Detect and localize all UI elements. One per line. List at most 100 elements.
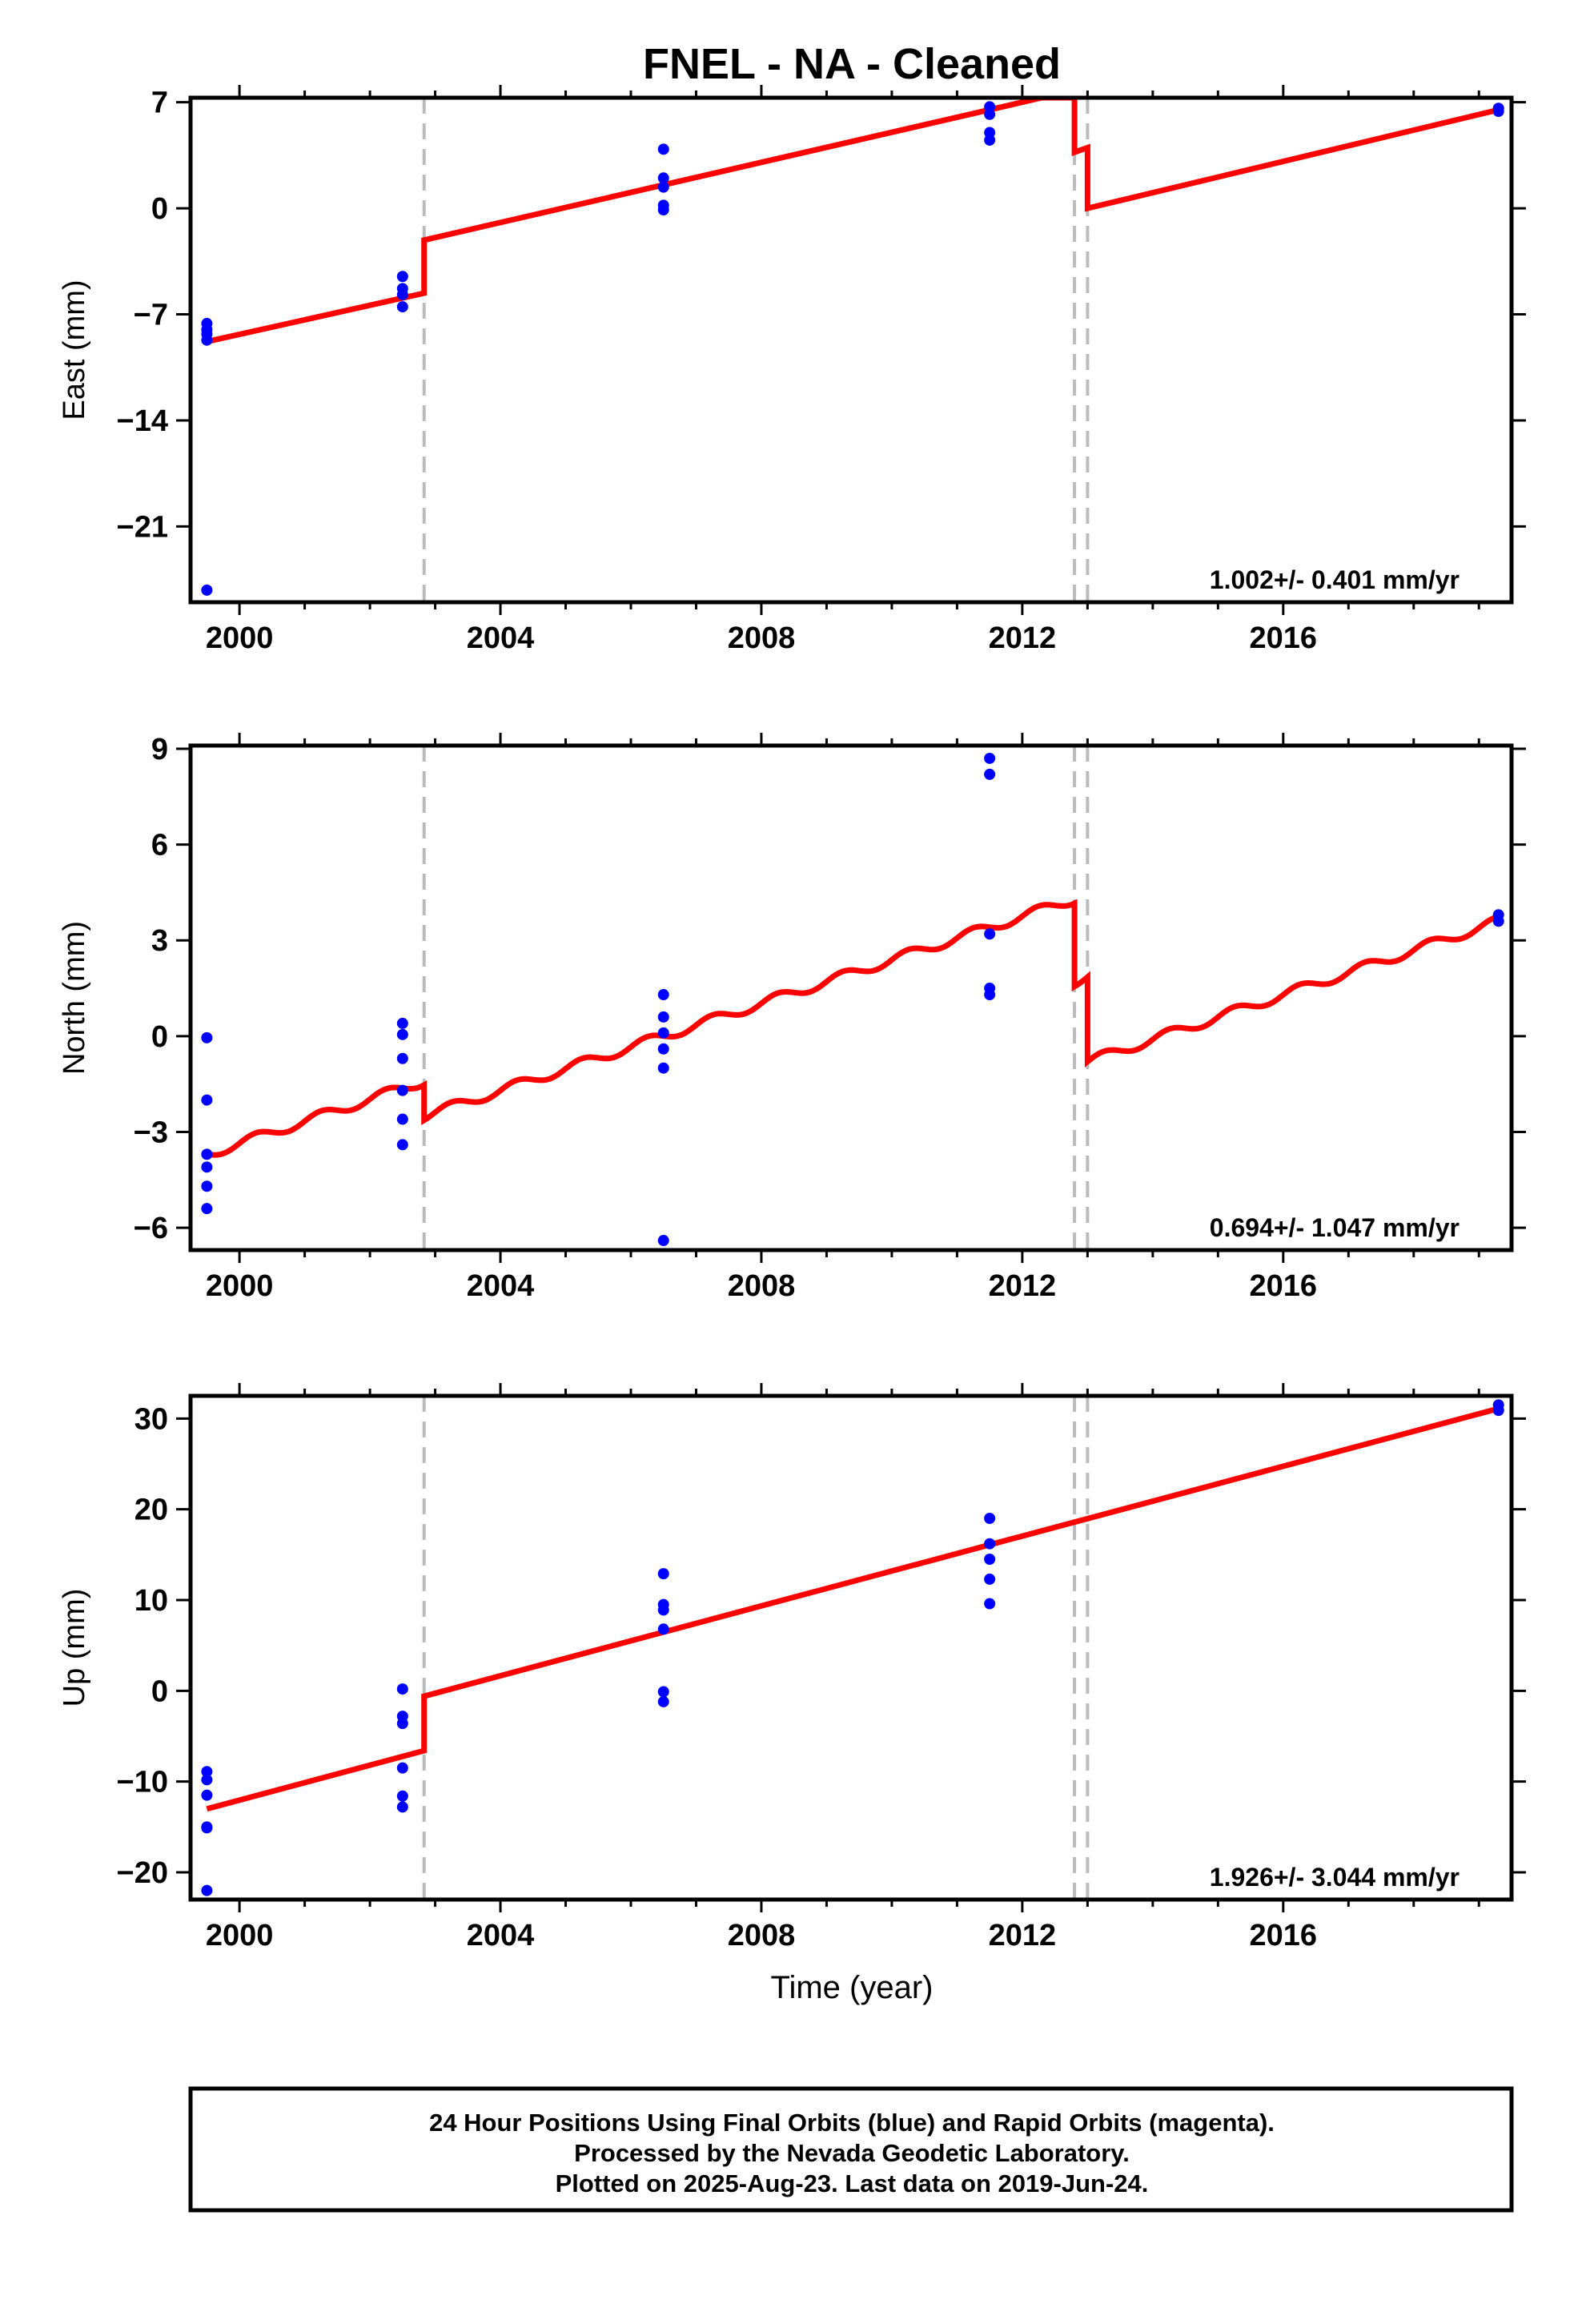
east-data-point-3 <box>201 334 213 346</box>
north-xtick-label-2012: 2012 <box>989 1269 1057 1303</box>
up-data-point-19 <box>984 1538 996 1550</box>
east-panel: 2000 2004 2008 2012 2016 7 0 −7 −14 −21 East (mm) 1… <box>58 85 1526 655</box>
north-data-point-11 <box>396 1139 408 1151</box>
north-xtick-label-2016: 2016 <box>1250 1269 1318 1303</box>
north-data-point-14 <box>657 1027 669 1039</box>
east-data-point-5 <box>396 271 408 283</box>
north-xtick-label-2008: 2008 <box>728 1269 796 1303</box>
north-panel: 2000 2004 2008 2012 2016 9 6 3 0 −3 −6 North (mm) 0.… <box>58 733 1526 1303</box>
footer-line-1: 24 Hour Positions Using Final Orbits (bl… <box>429 2109 1275 2137</box>
footer-line-2: Processed by the Nevada Geodetic Laborat… <box>574 2139 1130 2167</box>
north-ytick-label-4: −3 <box>134 1116 168 1149</box>
footer-line-3: Plotted on 2025-Aug-23. Last data on 201… <box>556 2169 1149 2197</box>
up-ytick-label-5: −20 <box>117 1856 168 1890</box>
up-data-point-14 <box>657 1604 669 1616</box>
north-data-point-16 <box>657 1062 669 1074</box>
north-data-point-1 <box>201 1094 213 1106</box>
up-data-point-21 <box>984 1573 996 1585</box>
east-plot-frame <box>188 95 1514 605</box>
up-y-axis-label: Up (mm) <box>58 1589 91 1707</box>
east-data-point-15 <box>984 108 996 120</box>
north-data-point-13 <box>657 1011 669 1023</box>
up-data-point-22 <box>984 1598 996 1610</box>
east-xtick-label-2008: 2008 <box>728 621 796 655</box>
east-ytick-label-3: −14 <box>117 404 168 438</box>
east-data-point-4 <box>201 584 213 596</box>
east-rate-label: 1.002+/- 0.401 mm/yr <box>1210 565 1460 594</box>
up-data-point-15 <box>657 1623 669 1635</box>
up-panel: 2000 2004 2008 2012 2016 30 20 10 0 −10 −20 Up (mm)… <box>58 1383 1526 1952</box>
north-data-point-2 <box>201 1148 213 1160</box>
figure-title: FNEL - NA - Cleaned <box>643 40 1061 88</box>
east-data-point-7 <box>396 288 408 300</box>
up-ytick-label-2: 10 <box>135 1584 168 1618</box>
up-data-point-8 <box>396 1718 408 1730</box>
north-data-point-22 <box>984 989 996 1001</box>
up-xtick-label-2012: 2012 <box>989 1919 1057 1952</box>
north-plot-frame <box>188 743 1514 1252</box>
east-data-point-9 <box>657 143 669 155</box>
up-xtick-label-2004: 2004 <box>467 1919 535 1952</box>
east-xtick-label-2000: 2000 <box>206 621 274 655</box>
east-data-point-11 <box>657 181 669 193</box>
north-xtick-label-2004: 2004 <box>467 1269 535 1303</box>
up-data-point-17 <box>657 1695 669 1707</box>
north-data-point-0 <box>201 1031 213 1043</box>
east-xtick-label-2016: 2016 <box>1250 621 1318 655</box>
north-data-point-24 <box>1492 915 1504 927</box>
north-ytick-label-2: 3 <box>151 924 168 958</box>
east-model-line <box>206 98 1500 345</box>
east-ytick-label-4: −21 <box>117 510 168 544</box>
north-data-point-3 <box>201 1161 213 1173</box>
east-ytick-label-0: 7 <box>151 86 168 120</box>
north-rate-label: 0.694+/- 1.047 mm/yr <box>1210 1213 1460 1242</box>
up-ytick-label-1: 20 <box>135 1494 168 1527</box>
up-data-point-0 <box>201 1766 213 1778</box>
north-data-point-10 <box>396 1113 408 1125</box>
north-data-point-17 <box>657 1235 669 1247</box>
north-data-point-9 <box>396 1084 408 1096</box>
up-data-point-18 <box>984 1513 996 1524</box>
footer-box <box>188 2086 1514 2213</box>
north-data-point-6 <box>396 1017 408 1029</box>
up-data-point-4 <box>201 1822 213 1834</box>
north-data-point-7 <box>396 1028 408 1040</box>
north-data-point-5 <box>201 1203 213 1215</box>
north-ytick-label-1: 6 <box>151 829 168 862</box>
east-data-point-10 <box>657 172 669 184</box>
east-xtick-label-2012: 2012 <box>989 621 1057 655</box>
up-data-point-12 <box>657 1568 669 1580</box>
north-data-point-19 <box>984 768 996 780</box>
up-data-point-9 <box>396 1762 408 1774</box>
up-ytick-label-4: −10 <box>117 1766 168 1799</box>
north-data-point-8 <box>396 1052 408 1064</box>
x-axis-label: Time (year) <box>771 1970 934 2005</box>
up-data-point-1 <box>201 1774 213 1786</box>
north-data-point-4 <box>201 1180 213 1192</box>
north-ytick-label-3: 0 <box>151 1020 168 1054</box>
up-rate-label: 1.926+/- 3.044 mm/yr <box>1210 1863 1460 1892</box>
up-model-line <box>206 1405 1500 1812</box>
up-ytick-label-0: 30 <box>135 1402 168 1436</box>
up-data-point-16 <box>657 1686 669 1698</box>
east-xtick-label-2004: 2004 <box>467 621 535 655</box>
north-model-line <box>207 899 1500 1158</box>
east-data-point-19 <box>1492 106 1504 118</box>
up-data-point-24 <box>1492 1405 1504 1417</box>
north-xtick-label-2000: 2000 <box>206 1269 274 1303</box>
up-xtick-label-2008: 2008 <box>728 1919 796 1952</box>
up-xtick-label-2016: 2016 <box>1250 1919 1318 1952</box>
up-data-point-6 <box>396 1683 408 1695</box>
up-data-point-2 <box>201 1789 213 1801</box>
north-ytick-label-5: −6 <box>134 1212 168 1245</box>
north-ytick-label-0: 9 <box>151 733 168 766</box>
east-ytick-label-2: −7 <box>134 299 168 332</box>
north-data-point-20 <box>984 928 996 940</box>
up-xtick-label-2000: 2000 <box>206 1919 274 1952</box>
east-data-point-8 <box>396 301 408 313</box>
north-data-point-12 <box>657 989 669 1001</box>
up-plot-frame <box>188 1393 1514 1902</box>
up-data-point-10 <box>396 1790 408 1802</box>
north-y-axis-label: North (mm) <box>58 921 91 1075</box>
up-data-point-11 <box>396 1801 408 1813</box>
